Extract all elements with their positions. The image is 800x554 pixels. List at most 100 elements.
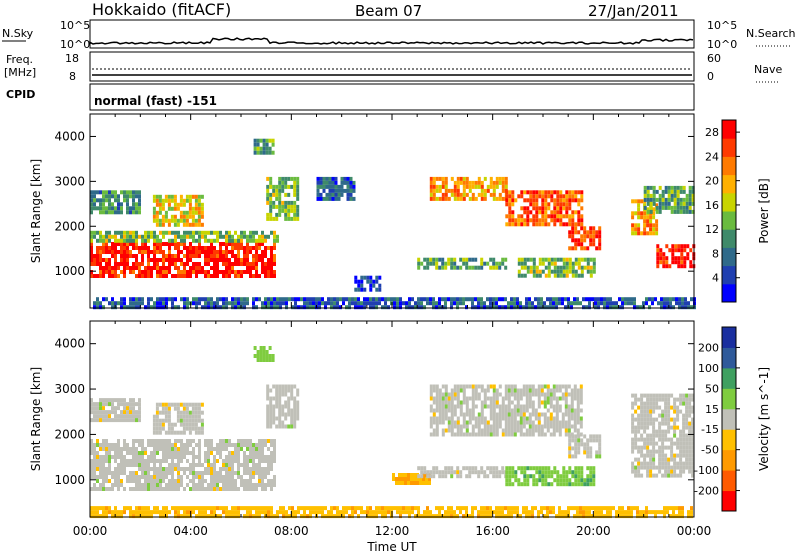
data-cell bbox=[261, 234, 264, 239]
data-cell bbox=[583, 478, 587, 483]
data-cell bbox=[191, 406, 195, 411]
data-cell bbox=[507, 428, 511, 433]
data-cell bbox=[185, 402, 189, 407]
data-cell bbox=[114, 471, 117, 475]
data-cell bbox=[284, 404, 288, 409]
data-cell bbox=[450, 514, 453, 519]
data-cell bbox=[414, 514, 417, 519]
data-cell bbox=[188, 214, 192, 219]
data-cell bbox=[564, 424, 568, 429]
data-cell bbox=[159, 463, 162, 467]
data-cell bbox=[255, 447, 258, 451]
data-cell bbox=[135, 301, 138, 306]
data-cell bbox=[480, 470, 484, 475]
data-cell bbox=[273, 297, 276, 302]
data-cell bbox=[492, 305, 495, 310]
data-cell bbox=[267, 483, 270, 487]
data-cell bbox=[182, 422, 186, 427]
data-cell bbox=[447, 470, 451, 475]
data-cell bbox=[114, 270, 117, 274]
data-cell bbox=[191, 218, 195, 223]
data-cell bbox=[529, 198, 533, 203]
data-cell bbox=[486, 428, 490, 433]
data-cell bbox=[153, 266, 156, 270]
data-cell bbox=[649, 197, 653, 202]
data-cell bbox=[683, 256, 687, 261]
data-cell bbox=[108, 198, 111, 203]
data-cell bbox=[105, 230, 108, 235]
data-cell bbox=[129, 475, 132, 479]
data-cell bbox=[312, 305, 315, 310]
data-cell bbox=[546, 424, 550, 429]
data-cell bbox=[417, 257, 421, 262]
data-cell bbox=[262, 142, 266, 147]
data-cell bbox=[93, 198, 96, 203]
data-cell bbox=[117, 274, 120, 278]
data-cell bbox=[216, 514, 219, 519]
data-cell bbox=[165, 230, 168, 235]
data-cell bbox=[114, 254, 117, 258]
data-cell bbox=[287, 208, 291, 213]
data-cell bbox=[177, 483, 180, 487]
data-cell bbox=[462, 514, 465, 519]
data-cell bbox=[240, 238, 243, 243]
data-cell bbox=[655, 401, 659, 406]
data-cell bbox=[147, 483, 150, 487]
data-cell bbox=[483, 470, 487, 475]
data-cell bbox=[174, 487, 177, 491]
data-cell bbox=[673, 209, 677, 214]
data-cell bbox=[456, 180, 460, 185]
data-cell bbox=[456, 466, 460, 471]
data-cell bbox=[541, 190, 545, 195]
data-cell bbox=[441, 297, 444, 302]
data-cell bbox=[480, 188, 484, 193]
data-cell bbox=[586, 474, 590, 479]
data-cell bbox=[126, 234, 129, 239]
data-cell bbox=[192, 270, 195, 274]
data-cell bbox=[207, 463, 210, 467]
data-cell bbox=[93, 258, 96, 262]
data-cell bbox=[180, 270, 183, 274]
data-cell bbox=[90, 447, 93, 451]
data-cell bbox=[102, 250, 105, 254]
data-cell bbox=[571, 226, 575, 231]
data-cell bbox=[252, 514, 255, 519]
data-cell bbox=[201, 270, 204, 274]
data-cell bbox=[646, 193, 650, 198]
data-cell bbox=[340, 176, 344, 181]
data-cell bbox=[465, 474, 469, 479]
data-cell bbox=[505, 470, 509, 475]
data-cell bbox=[195, 250, 198, 254]
data-cell bbox=[688, 401, 692, 406]
data-cell bbox=[290, 420, 294, 425]
data-cell bbox=[618, 297, 621, 302]
data-cell bbox=[144, 447, 147, 451]
data-cell bbox=[526, 218, 530, 223]
data-cell bbox=[429, 188, 433, 193]
data-cell bbox=[459, 192, 463, 197]
data-cell bbox=[111, 274, 114, 278]
data-cell bbox=[237, 459, 240, 463]
data-cell bbox=[453, 192, 457, 197]
data-cell bbox=[96, 510, 99, 515]
data-cell bbox=[360, 305, 363, 310]
data-cell bbox=[198, 463, 201, 467]
data-cell bbox=[670, 449, 674, 454]
data-cell bbox=[532, 466, 536, 471]
data-cell bbox=[664, 433, 668, 438]
data-cell bbox=[525, 297, 528, 302]
data-cell bbox=[589, 474, 593, 479]
data-cell bbox=[90, 234, 93, 239]
data-cell bbox=[270, 443, 273, 447]
data-cell bbox=[652, 223, 656, 228]
data-cell bbox=[594, 305, 597, 310]
data-cell bbox=[123, 262, 126, 266]
data-cell bbox=[523, 257, 527, 262]
data-cell bbox=[319, 180, 323, 185]
data-cell bbox=[120, 270, 123, 274]
data-cell bbox=[547, 190, 551, 195]
data-cell bbox=[643, 421, 647, 426]
data-cell bbox=[258, 242, 261, 246]
data-cell bbox=[216, 266, 219, 270]
noise-strip-frame bbox=[89, 19, 695, 49]
